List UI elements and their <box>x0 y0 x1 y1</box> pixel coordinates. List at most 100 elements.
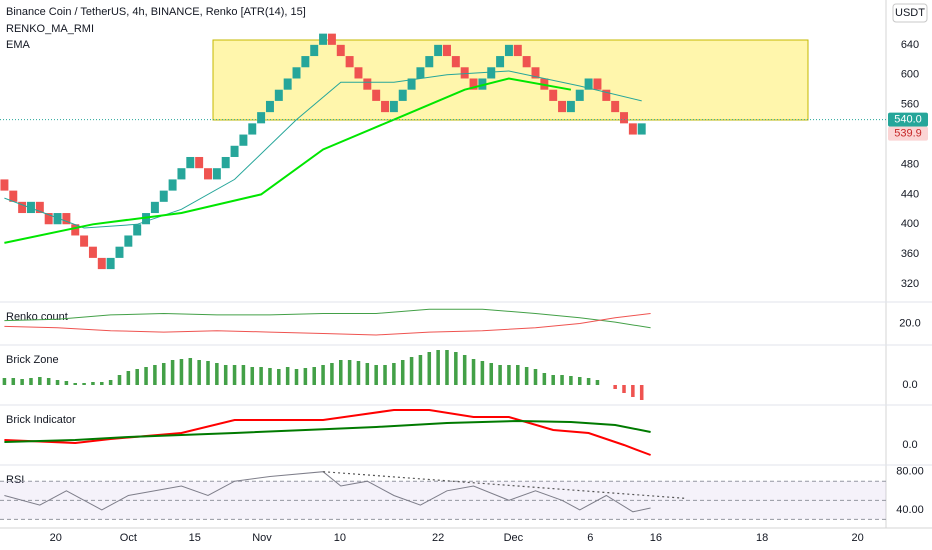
y-tick-label: 440 <box>901 188 919 200</box>
renko-brick <box>301 56 310 68</box>
renko-brick <box>97 257 106 270</box>
indicator-line <box>4 419 651 443</box>
renko-brick <box>292 67 301 79</box>
renko-brick <box>513 44 522 57</box>
panel-title: Renko count <box>6 311 68 323</box>
renko-brick <box>381 100 390 113</box>
histogram-bar <box>29 378 33 385</box>
histogram-bar <box>321 365 325 385</box>
histogram-bar <box>436 350 440 385</box>
histogram-bar <box>126 371 131 385</box>
panel-title: Brick Indicator <box>6 414 76 426</box>
renko-brick <box>478 78 487 90</box>
histogram-bar <box>462 355 467 385</box>
histogram-bar <box>223 365 228 385</box>
histogram-bar <box>471 359 476 385</box>
x-tick-label: 20 <box>50 532 62 544</box>
histogram-bar <box>161 363 166 385</box>
histogram-bar <box>595 380 600 385</box>
histogram-bar <box>11 378 16 385</box>
renko-brick <box>248 123 257 135</box>
histogram-bar <box>82 383 86 385</box>
renko-brick <box>212 168 221 180</box>
renko-brick <box>434 44 443 57</box>
histogram-bar <box>338 360 343 385</box>
histogram-bar <box>20 379 24 385</box>
renko-brick <box>0 179 9 191</box>
renko-brick <box>522 56 531 68</box>
histogram-bar <box>64 381 69 385</box>
renko-brick <box>168 179 177 191</box>
histogram-bar <box>285 367 290 385</box>
y-tick-label: 0.0 <box>902 439 917 451</box>
renko-brick <box>602 89 611 101</box>
renko-brick <box>425 56 434 68</box>
y-tick-label: 560 <box>901 99 919 111</box>
histogram-bar <box>170 360 175 385</box>
renko-brick <box>319 33 328 45</box>
histogram-bar <box>2 378 7 385</box>
renko-brick <box>26 201 35 214</box>
renko-brick <box>204 168 212 180</box>
renko-brick <box>53 213 62 225</box>
currency-box[interactable] <box>892 3 928 23</box>
histogram-bar <box>38 377 42 385</box>
histogram-bar <box>631 385 635 397</box>
histogram-bar <box>73 383 78 385</box>
histogram-bar <box>312 367 316 385</box>
renko-brick <box>35 201 44 214</box>
histogram-bar <box>294 369 299 385</box>
renko-brick <box>88 246 97 258</box>
y-tick-label: 0.0 <box>902 379 917 391</box>
renko-brick <box>628 123 637 135</box>
histogram-bar <box>144 367 148 385</box>
histogram-bar <box>46 378 51 385</box>
renko-brick <box>150 201 159 214</box>
renko-brick <box>142 213 151 225</box>
histogram-bar <box>454 352 458 385</box>
price-tag <box>888 112 928 127</box>
renko-brick <box>230 145 239 157</box>
histogram-bar <box>418 355 423 385</box>
x-tick-label: Dec <box>504 532 524 544</box>
y-tick-label: 20.0 <box>899 317 920 329</box>
x-tick-label: 16 <box>650 532 662 544</box>
histogram-bar <box>639 385 644 400</box>
renko-brick <box>71 224 80 236</box>
renko-brick <box>186 156 195 169</box>
histogram-bar <box>551 375 555 385</box>
histogram-bar <box>117 375 122 385</box>
renko-brick <box>611 100 620 113</box>
histogram-bar <box>100 382 104 385</box>
renko-brick <box>407 78 416 90</box>
renko-brick <box>62 213 71 225</box>
histogram-bar <box>330 363 334 385</box>
histogram-bar <box>250 367 255 385</box>
histogram-bar <box>232 365 237 385</box>
histogram-bar <box>507 365 511 385</box>
renko-brick <box>106 257 115 270</box>
renko-brick <box>44 213 53 225</box>
renko-brick <box>177 168 186 180</box>
renko-brick <box>593 78 602 90</box>
x-tick-label: 22 <box>432 532 444 544</box>
histogram-bar <box>516 365 520 385</box>
renko-brick <box>620 112 628 124</box>
histogram-bar <box>197 360 201 385</box>
renko-brick <box>274 89 283 101</box>
histogram-bar <box>135 369 139 385</box>
ma-line <box>4 77 572 244</box>
renko-brick <box>416 67 425 79</box>
histogram-bar <box>445 350 449 385</box>
renko-brick <box>115 246 124 258</box>
y-tick-label: 600 <box>901 69 919 81</box>
renko-brick <box>558 100 567 113</box>
renko-brick <box>531 67 540 79</box>
price-tag <box>888 126 928 141</box>
x-tick-label: Oct <box>120 532 137 544</box>
histogram-bar <box>91 382 95 385</box>
renko-brick <box>487 67 496 79</box>
histogram-bar <box>153 365 157 385</box>
renko-brick <box>133 224 142 236</box>
